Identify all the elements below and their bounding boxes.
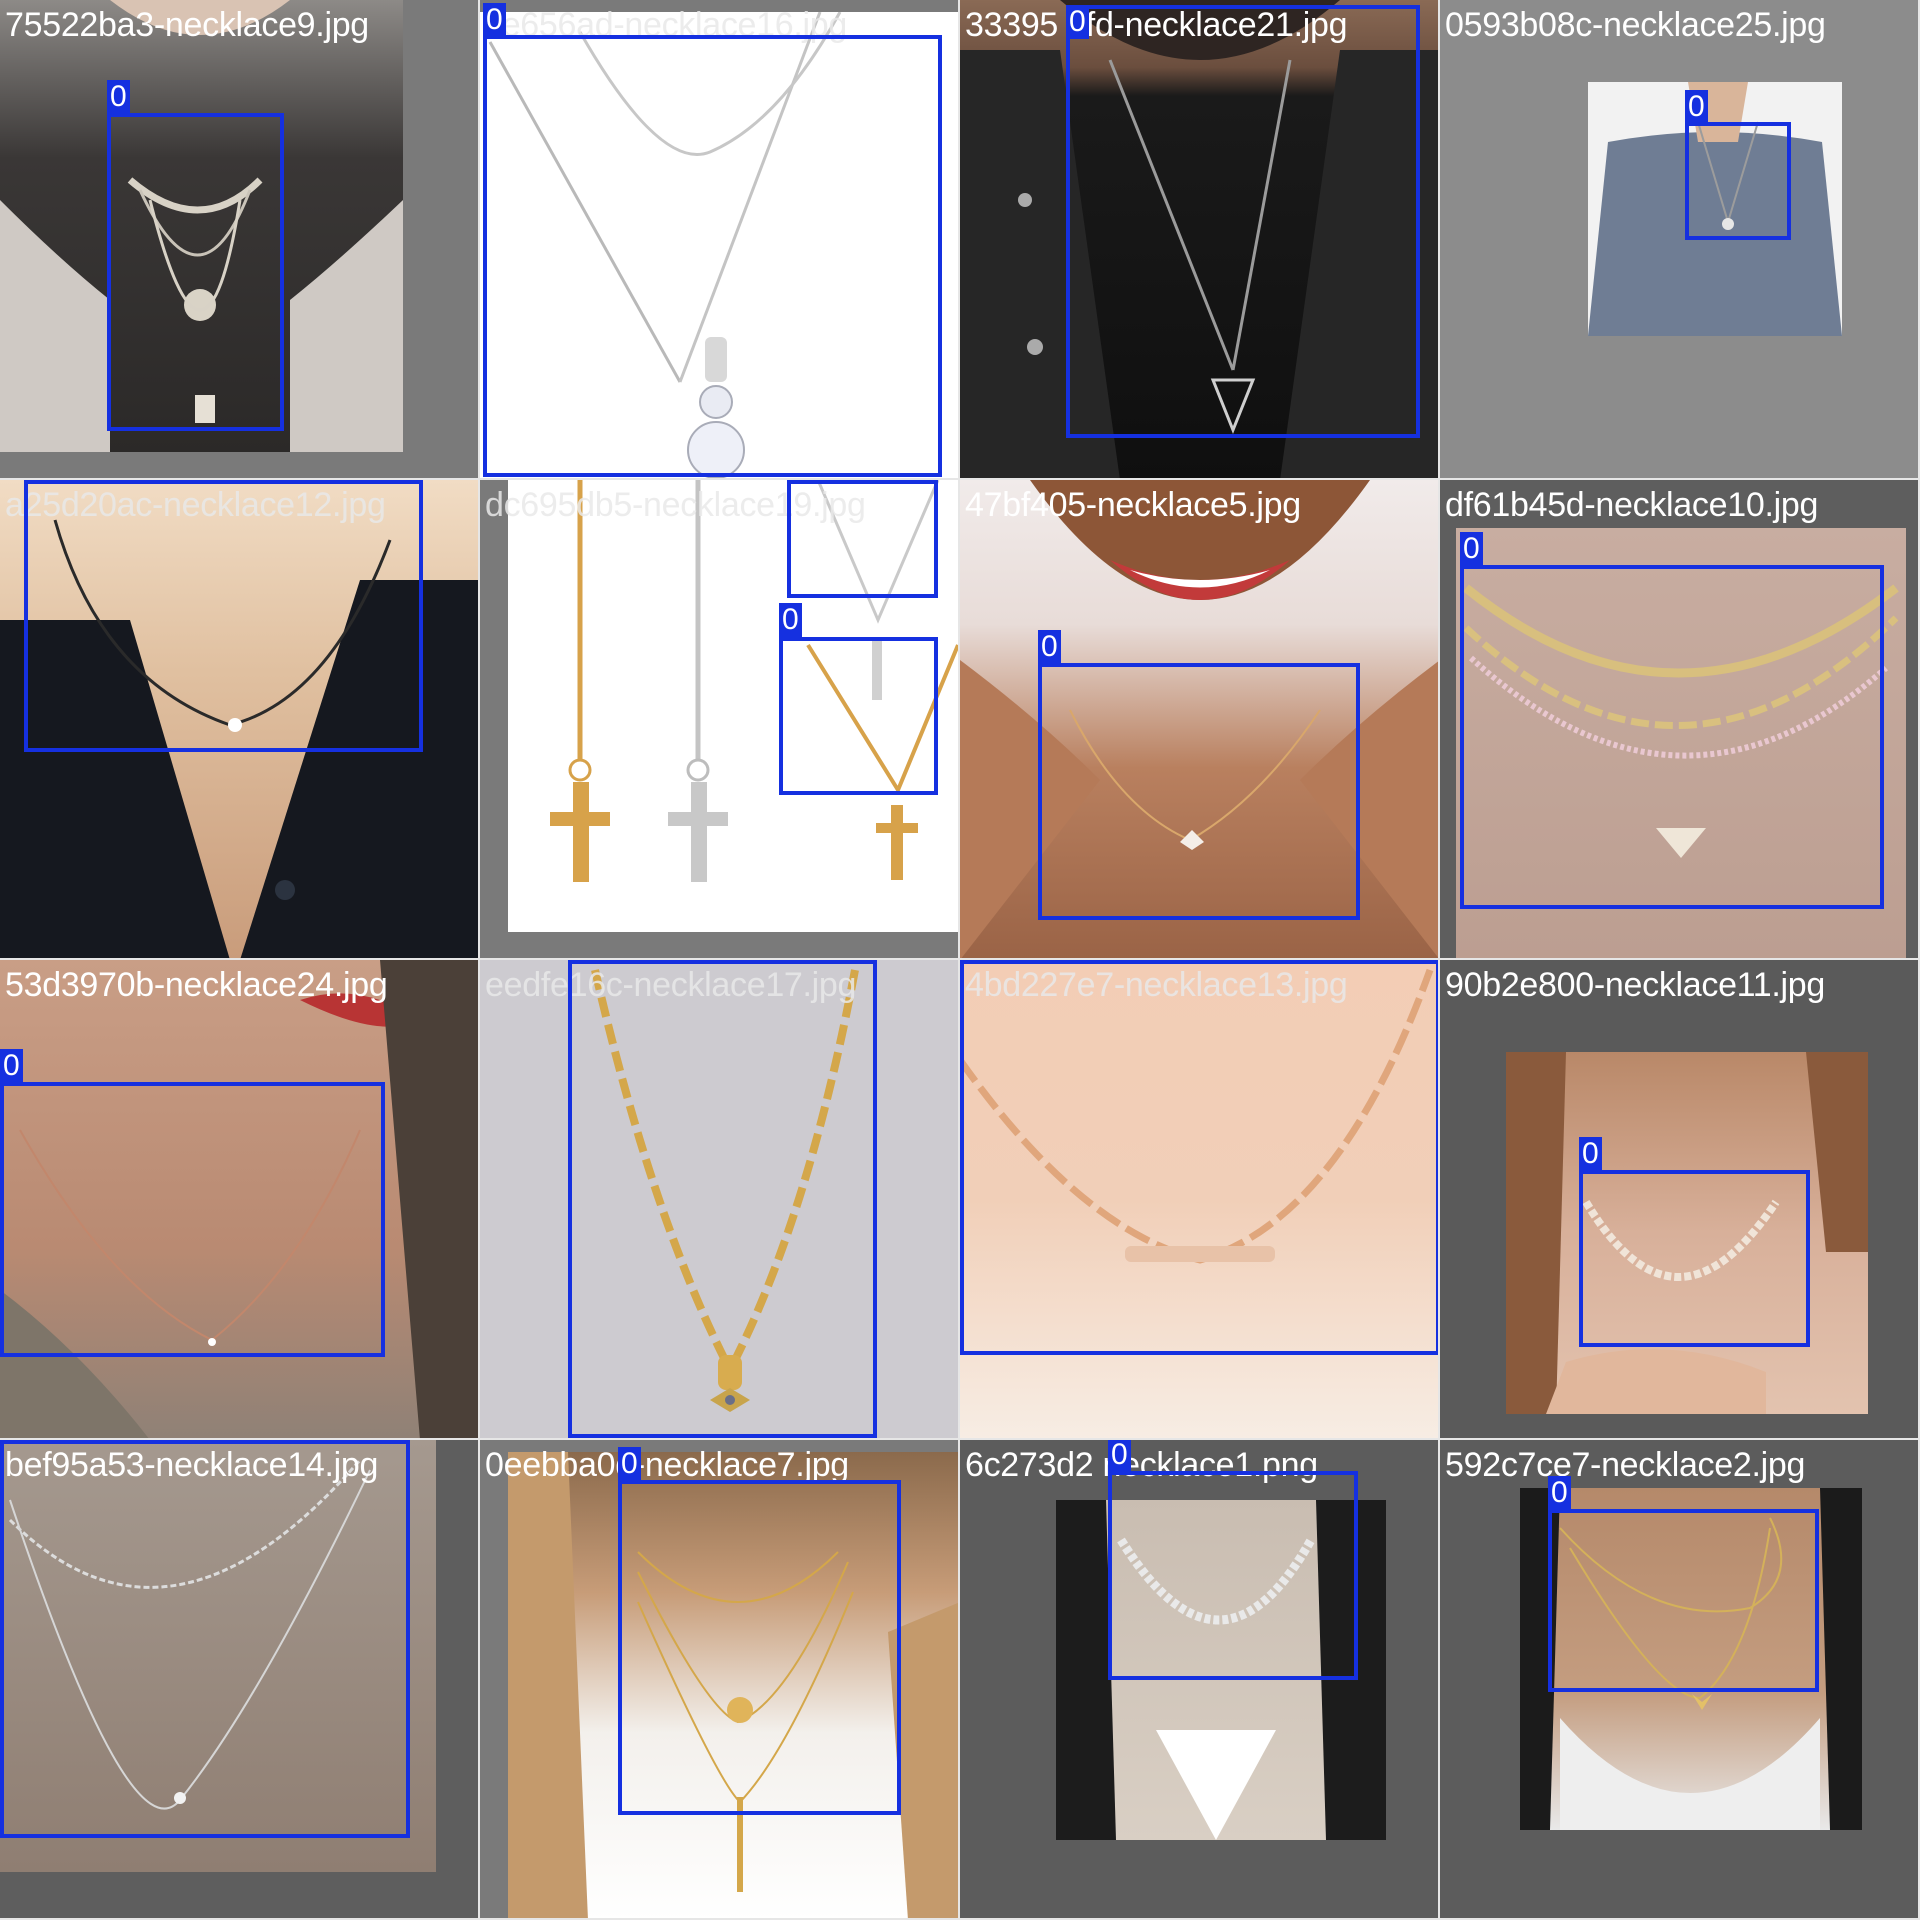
photo-man-triangle-pendant: [960, 0, 1438, 478]
tile-necklace25: 0593b08c-necklace25.jpg 0: [1440, 0, 1920, 480]
tile-necklace11: 90b2e800-necklace11.jpg 0: [1440, 960, 1920, 1440]
bounding-box: [1548, 1509, 1819, 1692]
class-label: 0: [618, 1447, 641, 1481]
class-label: 0: [779, 603, 802, 637]
class-label: 0: [483, 3, 506, 37]
filename-label: 592c7ce7-necklace2.jpg: [1445, 1446, 1806, 1484]
tile-necklace16: ce656ad-necklace16.jpg 0: [480, 0, 960, 480]
photo-silver-pendant: [480, 12, 958, 478]
photo-initial-pendant-layers: [508, 1452, 958, 1918]
necklace-illustration: [508, 1452, 958, 1918]
bounding-box: [1108, 1471, 1358, 1680]
bounding-box: [779, 637, 938, 795]
necklace-illustration: [1056, 1500, 1386, 1840]
photo-man-grey-tshirt: [1588, 82, 1842, 336]
tile-necklace1: 6c273d2 necklace1.png 0: [960, 1440, 1440, 1920]
photo-gold-chain-pendant: [480, 960, 958, 1438]
bounding-box: [107, 113, 284, 431]
necklace-illustration: [8, 1459, 371, 1810]
bounding-box: [960, 960, 1438, 1355]
class-label: 0: [1460, 532, 1483, 566]
photo-paperclip-chain: [960, 960, 1438, 1438]
tile-necklace9: 75522ba3-necklace9.jpg 0: [0, 0, 480, 480]
necklace-illustration: [591, 969, 859, 1412]
tile-necklace7: 0eebba0d-necklace7.jpg 0: [480, 1440, 960, 1920]
bounding-box: [1038, 663, 1360, 920]
class-label: 0: [1066, 5, 1089, 39]
class-label: 0: [1038, 630, 1061, 664]
bounding-box: [787, 480, 938, 598]
bounding-box: [0, 1440, 410, 1838]
photo-layered-gold-chains: [1456, 528, 1906, 958]
bounding-box: [1066, 5, 1420, 438]
class-label: 0: [1108, 1440, 1131, 1472]
necklace-illustration: [1506, 1052, 1868, 1414]
photo-woman-layered-necklaces: [0, 0, 403, 452]
bounding-box: [1460, 565, 1884, 909]
necklace-illustration: [0, 960, 478, 1438]
photo-double-silver-chain: [0, 1440, 436, 1872]
tile-necklace12: a25d20ac-necklace12.jpg 0: [0, 480, 480, 960]
necklace-illustration: [960, 0, 1438, 478]
necklace-illustration: [550, 480, 958, 882]
tile-necklace5: 47bf405-necklace5.jpg 0: [960, 480, 1440, 960]
bounding-box: [1579, 1170, 1810, 1347]
tile-necklace19: dc695db5-necklace19.jpg 0 0: [480, 480, 960, 960]
photo-heart-pendant: [1520, 1488, 1862, 1830]
photo-cross-pendants: [508, 480, 958, 932]
necklace-illustration: [0, 519, 478, 958]
bounding-box: [24, 480, 423, 752]
bounding-box: [568, 960, 877, 1438]
bounding-box: [618, 1480, 901, 1815]
necklace-illustration: [960, 968, 1434, 1264]
necklace-illustration: [960, 480, 1438, 958]
tile-necklace10: df61b45d-necklace10.jpg 0: [1440, 480, 1920, 960]
filename-label: df61b45d-necklace10.jpg: [1445, 486, 1819, 524]
tile-necklace24: 53d3970b-necklace24.jpg 0: [0, 960, 480, 1440]
bounding-box: [483, 35, 942, 477]
class-label: 0: [0, 1440, 23, 1444]
tile-necklace13: 4bd227e7-necklace13.jpg 0: [960, 960, 1440, 1440]
necklace-illustration: [0, 0, 403, 452]
necklace-illustration: [488, 12, 842, 478]
tile-necklace21: 33395 0fd-necklace21.jpg 0: [960, 0, 1440, 480]
class-label: 0: [0, 1049, 23, 1083]
filename-label: 90b2e800-necklace11.jpg: [1445, 966, 1825, 1004]
photo-delicate-chain: [0, 960, 478, 1438]
class-label: 0: [1579, 1137, 1602, 1171]
bounding-box: [0, 1082, 385, 1357]
photo-tennis-necklace: [1056, 1500, 1386, 1840]
photo-pearl-choker: [0, 480, 478, 958]
bounding-box: [1685, 122, 1791, 240]
photo-pearl-necklace: [1506, 1052, 1868, 1414]
necklace-illustration: [1463, 584, 1899, 858]
tile-necklace14: bef95a53-necklace14.jpg 0: [0, 1440, 480, 1920]
tile-necklace17: eedfe16c-necklace17.jpg 0: [480, 960, 960, 1440]
class-label: 0: [1685, 90, 1708, 124]
tile-necklace2: 592c7ce7-necklace2.jpg 0: [1440, 1440, 1920, 1920]
filename-label: 0593b08c-necklace25.jpg: [1445, 6, 1826, 44]
class-label: 0: [1548, 1476, 1571, 1510]
class-label: 0: [107, 80, 130, 114]
